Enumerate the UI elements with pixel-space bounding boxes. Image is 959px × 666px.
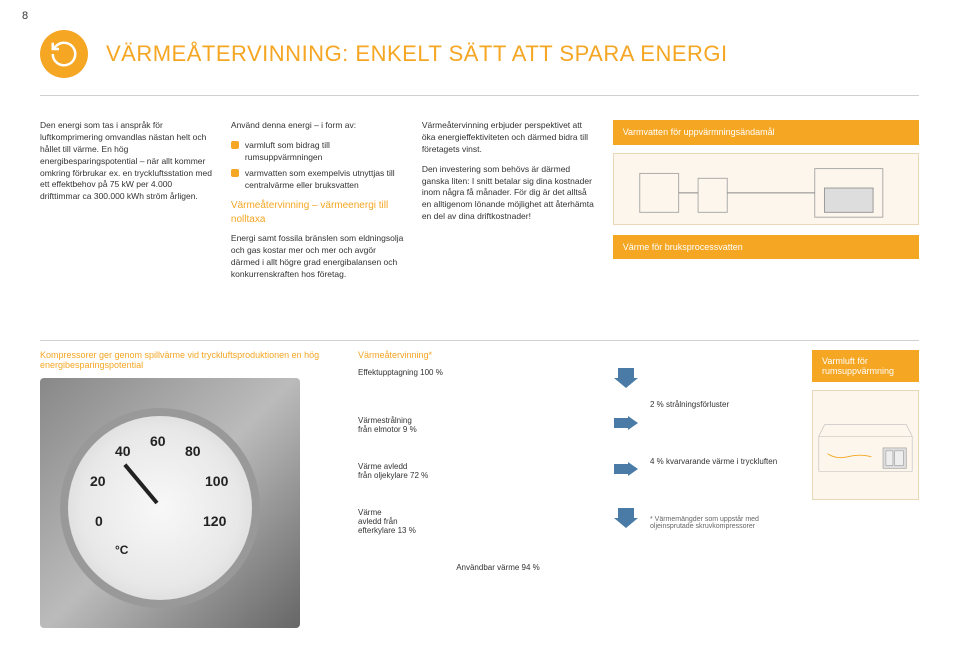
page-number: 8 bbox=[22, 10, 28, 22]
diagram-column: Varmluft för rumsuppvärmning bbox=[812, 350, 919, 628]
orange-box-3: Varmluft för rumsuppvärmning bbox=[812, 350, 919, 382]
col3-para2: Den investering som behövs är därmed gan… bbox=[422, 164, 595, 223]
bullet-item: varmvatten som exempelvis utnyttjas till… bbox=[231, 168, 404, 192]
gauge-tick: 20 bbox=[90, 473, 106, 489]
gauge-needle bbox=[123, 463, 158, 504]
flow-row: Värme avledd från oljekylare 72 % bbox=[358, 462, 638, 480]
col2-subheading: Värmeåtervinning – värmeenergi till noll… bbox=[231, 199, 404, 227]
divider-mid bbox=[40, 340, 919, 341]
bullet-text: varmluft som bidrag till rumsuppvärmning… bbox=[245, 140, 404, 164]
flow-label: Värmestrålning från elmotor 9 % bbox=[358, 416, 606, 434]
col2-lead: Använd denna energi – i form av: bbox=[231, 120, 404, 132]
right-arrow-icon bbox=[614, 416, 638, 430]
lower-section: Kompressorer ger genom spillvärme vid tr… bbox=[40, 350, 919, 628]
down-arrow-icon bbox=[614, 508, 638, 528]
flow-label: Användbar värme 94 % bbox=[358, 563, 638, 572]
column-1: Den energi som tas i anspråk för luftkom… bbox=[40, 120, 213, 289]
col2-para2: Energi samt fossila bränslen som eldning… bbox=[231, 233, 404, 281]
orange-box-2: Värme för bruksprocessvatten bbox=[613, 235, 919, 260]
gauge-unit: °C bbox=[115, 543, 128, 557]
diagram-room-heating bbox=[812, 390, 919, 500]
bullet-item: varmluft som bidrag till rumsuppvärmning… bbox=[231, 140, 404, 164]
flow-label: Värme avledd från efterkylare 13 % bbox=[358, 508, 606, 535]
gauge-tick: 80 bbox=[185, 443, 201, 459]
gauge-tick: 100 bbox=[205, 473, 228, 489]
gauge-tick: 0 bbox=[95, 513, 103, 529]
recycle-icon bbox=[40, 30, 88, 78]
flow-title: Värmeåtervinning* bbox=[358, 350, 638, 360]
bullet-icon bbox=[231, 169, 239, 177]
column-4: Varmvatten för uppvärmningsändamål Värme… bbox=[613, 120, 919, 289]
page-title: VÄRMEÅTERVINNING: ENKELT SÄTT ATT SPARA … bbox=[106, 41, 728, 67]
flow-right-label: 4 % kvarvarande värme i tryckluften bbox=[650, 437, 800, 466]
lower-left-title: Kompressorer ger genom spillvärme vid tr… bbox=[40, 350, 340, 370]
page-header: VÄRMEÅTERVINNING: ENKELT SÄTT ATT SPARA … bbox=[40, 30, 919, 78]
column-3: Värmeåtervinning erbjuder perspektivet a… bbox=[422, 120, 595, 289]
orange-box-1: Varmvatten för uppvärmningsändamål bbox=[613, 120, 919, 145]
gauge-tick: 60 bbox=[150, 433, 166, 449]
flow-right-column: 2 % strålningsförluster 4 % kvarvarande … bbox=[650, 350, 800, 628]
flow-row: Användbar värme 94 % bbox=[358, 563, 638, 572]
flow-row: Värme avledd från efterkylare 13 % bbox=[358, 508, 638, 535]
flow-right-label: 2 % strålningsförluster bbox=[650, 380, 800, 409]
footnote: * Värmemängder som uppstår med oljeinspr… bbox=[650, 516, 800, 530]
flow-row: Effektupptagning 100 % bbox=[358, 368, 638, 388]
diagram-heating bbox=[613, 153, 919, 225]
lower-left: Kompressorer ger genom spillvärme vid tr… bbox=[40, 350, 340, 628]
bullet-text: varmvatten som exempelvis utnyttjas till… bbox=[245, 168, 404, 192]
down-arrow-icon bbox=[614, 368, 638, 388]
bullet-icon bbox=[231, 141, 239, 149]
right-arrow-icon bbox=[614, 462, 638, 476]
body-columns: Den energi som tas i anspråk för luftkom… bbox=[40, 120, 919, 289]
flow-label: Effektupptagning 100 % bbox=[358, 368, 606, 377]
gauge-tick: 40 bbox=[115, 443, 131, 459]
flow-row: Värmestrålning från elmotor 9 % bbox=[358, 416, 638, 434]
col1-para1: Den energi som tas i anspråk för luftkom… bbox=[40, 120, 213, 203]
col3-para1: Värmeåtervinning erbjuder perspektivet a… bbox=[422, 120, 595, 156]
column-2: Använd denna energi – i form av: varmluf… bbox=[231, 120, 404, 289]
gauge-photo: 20 40 60 80 100 120 0 °C bbox=[40, 378, 300, 628]
flow-label: Värme avledd från oljekylare 72 % bbox=[358, 462, 606, 480]
gauge-tick: 120 bbox=[203, 513, 226, 529]
flow-column: Värmeåtervinning* Effektupptagning 100 %… bbox=[358, 350, 638, 628]
lower-right: Värmeåtervinning* Effektupptagning 100 %… bbox=[358, 350, 919, 628]
divider-top bbox=[40, 95, 919, 96]
